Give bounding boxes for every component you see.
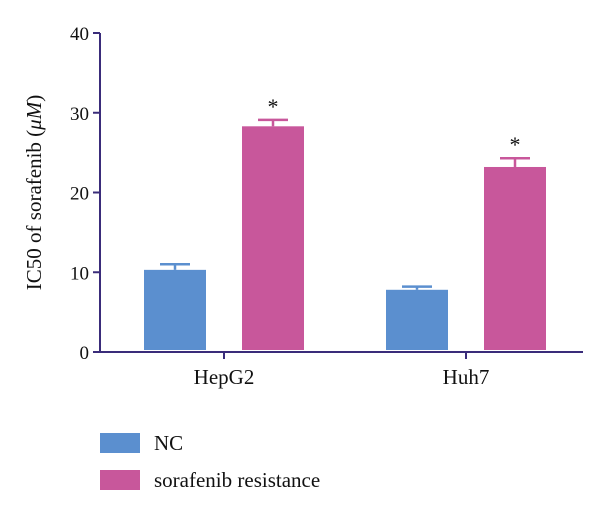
bar [242,126,304,351]
legend-label: sorafenib resistance [154,468,320,492]
y-tick-label: 0 [80,343,90,364]
y-tick-label: 30 [70,104,89,125]
legend-label: NC [154,431,183,455]
legend: NC sorafenib resistance [100,431,320,492]
significance-marker: * [268,94,279,119]
x-tick-label: HepG2 [194,365,255,389]
y-axis-label: IC50 of sorafenib (μM) [22,95,46,290]
y-axis-label-unit: μM [22,100,46,131]
bars [144,118,546,351]
legend-swatch [100,433,140,453]
x-tick-label: Huh7 [443,365,490,389]
significance-marker: * [510,132,521,157]
y-axis-label-text: IC50 of sorafenib ( [22,130,46,290]
bar [484,166,546,350]
bar [386,289,448,350]
axis-labels: HepG2 * Huh7 * IC50 of sorafenib (μM) [22,94,521,389]
legend-swatch [100,470,140,490]
y-tick-label: 10 [70,263,89,284]
axes: 0 10 20 30 40 [70,24,583,364]
bar [144,269,206,350]
y-tick-label: 40 [70,24,89,45]
y-axis-label-close: ) [22,95,46,102]
y-tick-label: 20 [70,184,89,205]
